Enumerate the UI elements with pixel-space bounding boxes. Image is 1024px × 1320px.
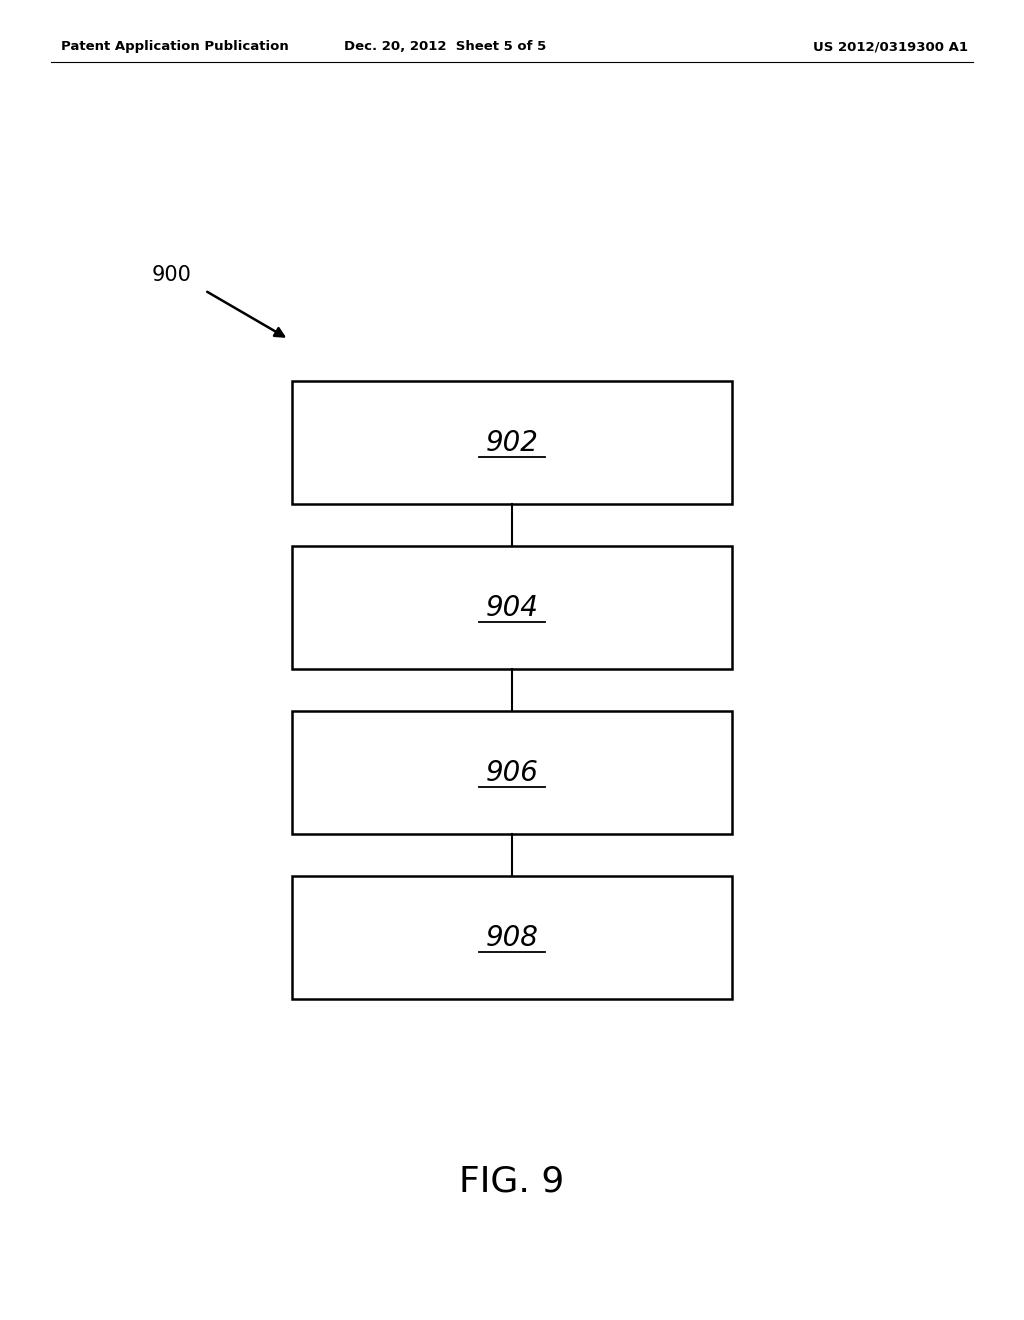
Text: FIG. 9: FIG. 9 [460,1164,564,1199]
Text: 904: 904 [485,594,539,622]
Text: US 2012/0319300 A1: US 2012/0319300 A1 [813,41,968,53]
Text: 900: 900 [152,264,191,285]
Bar [292,546,732,669]
Text: 902: 902 [485,429,539,457]
Text: Dec. 20, 2012  Sheet 5 of 5: Dec. 20, 2012 Sheet 5 of 5 [344,41,547,53]
Bar [292,711,732,834]
Bar [292,381,732,504]
Bar [292,876,732,999]
Text: 906: 906 [485,759,539,787]
Text: Patent Application Publication: Patent Application Publication [61,41,289,53]
Text: 908: 908 [485,924,539,952]
